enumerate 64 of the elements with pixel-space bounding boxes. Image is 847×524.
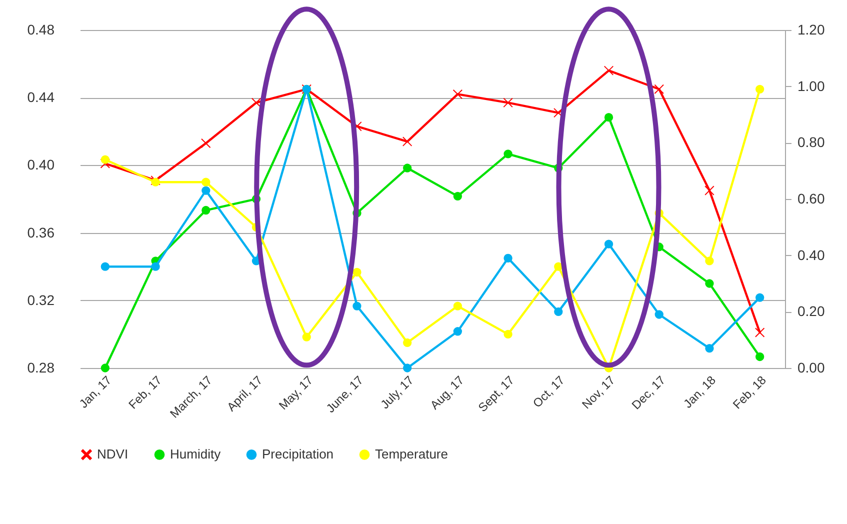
point: [302, 332, 311, 342]
x-tick-label: Aug, 17: [428, 372, 467, 412]
point: [151, 262, 160, 271]
point: [504, 330, 512, 339]
legend-label: Temperature: [375, 446, 448, 462]
y2-tick-label: 1.20: [798, 22, 825, 38]
y2-tick-label: 0.40: [798, 246, 825, 263]
x-tick-label: Oct, 17: [530, 372, 568, 410]
point: [100, 364, 110, 372]
point: [554, 307, 563, 316]
point: [705, 256, 714, 266]
point: [352, 268, 362, 277]
x-tick-label: Dec, 17: [628, 372, 668, 412]
point: [755, 84, 764, 94]
legend-label: Humidity: [170, 446, 222, 462]
point: [453, 302, 462, 310]
y-tick-label: 0.48: [27, 22, 55, 38]
y2-tick-label: 0.00: [798, 360, 825, 376]
point: [604, 112, 614, 122]
point: [453, 327, 462, 336]
point: [755, 293, 764, 302]
point: [755, 328, 765, 338]
point: [402, 364, 412, 372]
point: [402, 164, 412, 172]
x-tick-label: Feb, 17: [126, 372, 165, 412]
point: [504, 150, 512, 158]
point: [503, 98, 513, 108]
point: [704, 186, 714, 196]
y-tick-label: 0.44: [27, 89, 55, 106]
x-tick-label: Jan, 17: [76, 372, 114, 411]
y2-tick-label: 1.00: [798, 78, 825, 94]
y-tick-label: 0.28: [27, 360, 55, 376]
point: [402, 338, 412, 347]
point: [100, 262, 110, 271]
point: [654, 310, 664, 319]
y2-tick-label: 0.20: [798, 303, 825, 320]
y-tick-label: 0.32: [27, 292, 55, 308]
legend-label: Precipitation: [262, 446, 334, 462]
point: [604, 240, 614, 248]
point: [705, 344, 714, 353]
x-tick-label: Feb, 18: [730, 372, 770, 412]
y-tick-label: 0.36: [27, 224, 55, 240]
point: [202, 206, 210, 215]
x-tick-label: Jan, 18: [680, 372, 719, 411]
point: [100, 155, 110, 164]
point: [352, 302, 362, 310]
x-tick-label: May, 17: [276, 372, 316, 413]
point: [755, 352, 764, 362]
point: [202, 178, 210, 186]
point: [452, 89, 462, 99]
y2-tick-label: 0.60: [798, 190, 825, 206]
point: [504, 254, 512, 262]
point: [654, 84, 664, 94]
point: [453, 192, 462, 201]
point: [201, 138, 211, 148]
point: [604, 66, 614, 76]
point: [252, 98, 261, 108]
legend-label: NDVI: [97, 446, 128, 462]
point: [705, 279, 714, 288]
point: [202, 186, 210, 195]
y-tick-label: 0.40: [27, 156, 55, 173]
x-tick-label: Nov, 17: [579, 372, 618, 412]
y2-tick-label: 0.80: [798, 134, 825, 150]
x-tick-label: July, 17: [378, 372, 417, 412]
